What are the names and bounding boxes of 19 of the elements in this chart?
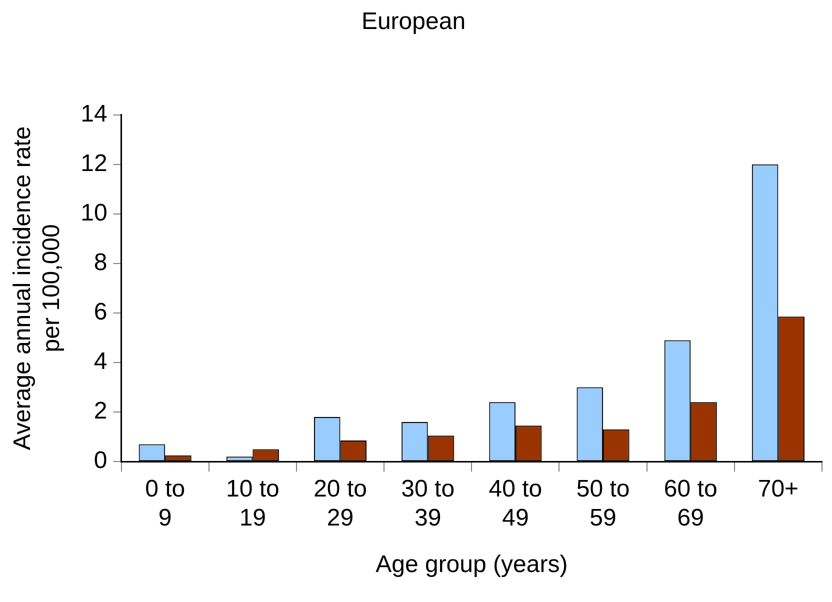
y-axis-title: Average annual incidence rate per 100,000 xyxy=(9,126,65,450)
x-tick-label: 20 to 29 xyxy=(314,476,367,532)
y-tick-label: 10 xyxy=(80,200,108,227)
x-tick-label: 40 to 49 xyxy=(488,476,542,532)
x-tick-label: 50 to 59 xyxy=(576,476,630,532)
x-tick-label: 10 to 19 xyxy=(226,476,280,532)
chart-title: European xyxy=(361,8,466,36)
y-tick-label: 4 xyxy=(94,348,108,376)
x-axis-title: Age group (years) xyxy=(376,551,568,578)
x-tick-label: 0 to 9 xyxy=(145,476,186,532)
x-tick-label: 70+ xyxy=(758,476,799,503)
y-tick-label: 0 xyxy=(94,447,108,474)
x-tick-label: 30 to 39 xyxy=(401,476,455,532)
x-tick-label: 60 to 69 xyxy=(664,476,718,532)
y-tick-label: 12 xyxy=(80,150,108,177)
y-tick-label: 8 xyxy=(94,249,108,276)
y-tick-label: 6 xyxy=(94,298,108,326)
y-tick-label: 14 xyxy=(80,100,108,128)
y-tick-label: 2 xyxy=(94,398,108,425)
